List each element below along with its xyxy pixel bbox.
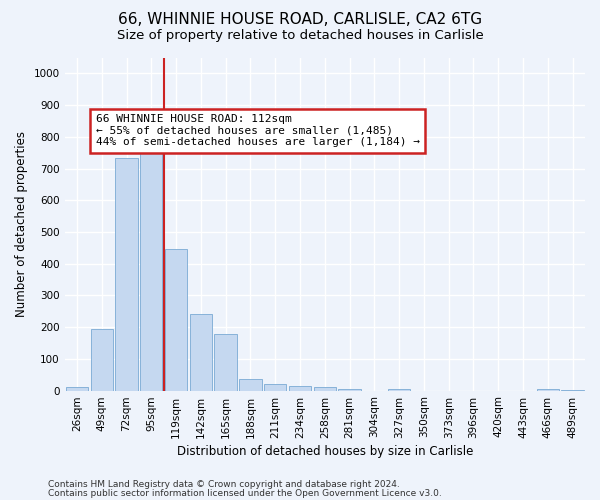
Text: Size of property relative to detached houses in Carlisle: Size of property relative to detached ho… — [116, 29, 484, 42]
Text: Contains public sector information licensed under the Open Government Licence v3: Contains public sector information licen… — [48, 488, 442, 498]
Bar — [536, 389, 559, 390]
Bar — [165, 249, 187, 390]
Bar — [239, 380, 262, 390]
Y-axis label: Number of detached properties: Number of detached properties — [15, 131, 28, 317]
Bar — [289, 386, 311, 390]
Bar — [314, 388, 336, 390]
Bar — [115, 158, 137, 390]
X-axis label: Distribution of detached houses by size in Carlisle: Distribution of detached houses by size … — [176, 444, 473, 458]
Text: 66 WHINNIE HOUSE ROAD: 112sqm
← 55% of detached houses are smaller (1,485)
44% o: 66 WHINNIE HOUSE ROAD: 112sqm ← 55% of d… — [96, 114, 420, 148]
Bar — [190, 314, 212, 390]
Bar — [140, 126, 163, 390]
Text: Contains HM Land Registry data © Crown copyright and database right 2024.: Contains HM Land Registry data © Crown c… — [48, 480, 400, 489]
Bar — [264, 384, 286, 390]
Bar — [388, 389, 410, 390]
Text: 66, WHINNIE HOUSE ROAD, CARLISLE, CA2 6TG: 66, WHINNIE HOUSE ROAD, CARLISLE, CA2 6T… — [118, 12, 482, 28]
Bar — [214, 334, 237, 390]
Bar — [66, 387, 88, 390]
Bar — [91, 330, 113, 390]
